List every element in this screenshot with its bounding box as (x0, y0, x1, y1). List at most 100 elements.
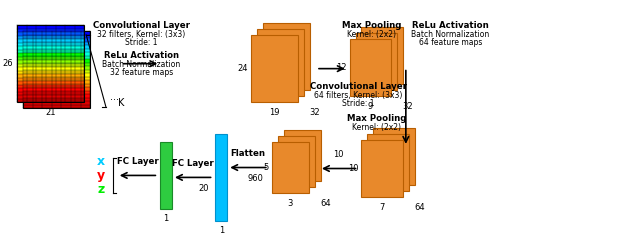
Bar (23, 31, 90, 34)
Text: Stride: 1: Stride: 1 (342, 99, 375, 108)
Bar (17, 64, 84, 67)
Bar (272, 142, 309, 193)
Bar (23, 66, 90, 70)
Text: 1: 1 (164, 214, 169, 223)
Bar (17, 57, 84, 60)
Bar (257, 29, 304, 96)
Bar (251, 35, 298, 102)
Bar (349, 39, 391, 96)
Bar (17, 46, 84, 50)
Bar (23, 84, 90, 87)
Text: K: K (118, 98, 124, 108)
Text: ReLu Activation: ReLu Activation (412, 21, 488, 30)
Bar (23, 91, 90, 94)
Bar (356, 33, 397, 90)
Bar (23, 70, 90, 73)
Text: z: z (97, 183, 105, 196)
Bar (23, 56, 90, 59)
Text: 32: 32 (310, 108, 321, 117)
Bar (17, 36, 84, 39)
Text: 1: 1 (219, 226, 224, 235)
Bar (362, 140, 403, 197)
Bar (23, 77, 90, 80)
Text: ...: ... (110, 92, 119, 102)
Text: 26: 26 (3, 59, 13, 68)
Bar (17, 74, 84, 78)
Bar (216, 134, 227, 221)
Text: 7: 7 (380, 203, 385, 212)
Bar (17, 88, 84, 92)
Bar (23, 73, 90, 77)
Bar (17, 85, 84, 88)
Bar (23, 80, 90, 84)
Text: 3: 3 (288, 199, 293, 208)
Bar (17, 25, 84, 29)
Bar (160, 142, 172, 209)
Bar (23, 98, 90, 101)
Text: Batch Normalization: Batch Normalization (411, 30, 490, 39)
Text: 64 filters, Kernel: (3x3): 64 filters, Kernel: (3x3) (314, 92, 403, 100)
Text: 24: 24 (237, 64, 248, 73)
Text: Kernel: (2x2): Kernel: (2x2) (347, 30, 396, 39)
Text: FC Layer: FC Layer (116, 156, 159, 166)
Bar (373, 128, 415, 185)
Bar (17, 95, 84, 99)
Text: 64 feature maps: 64 feature maps (419, 38, 482, 47)
Bar (17, 99, 84, 102)
Text: 64: 64 (414, 203, 425, 212)
Bar (23, 52, 90, 56)
Bar (23, 87, 90, 91)
Text: 32 feature maps: 32 feature maps (110, 68, 173, 77)
Text: 32 filters, Kernel: (3x3): 32 filters, Kernel: (3x3) (97, 30, 186, 39)
Bar (284, 130, 321, 181)
Bar (17, 43, 84, 46)
Bar (23, 94, 90, 98)
Bar (278, 136, 315, 187)
Text: 10: 10 (348, 164, 358, 173)
Bar (23, 62, 90, 66)
Text: Batch Normalization: Batch Normalization (102, 60, 180, 69)
Bar (17, 29, 84, 32)
Text: Kernel: (2x2): Kernel: (2x2) (352, 123, 401, 132)
Bar (23, 34, 90, 38)
Bar (362, 27, 403, 84)
Bar (23, 42, 90, 45)
Text: Flatten: Flatten (230, 149, 266, 158)
Bar (17, 81, 84, 85)
Bar (23, 101, 90, 105)
Text: 12: 12 (336, 63, 347, 72)
Bar (17, 50, 84, 53)
Text: 21: 21 (45, 108, 56, 117)
Text: Convolutional Layer: Convolutional Layer (310, 82, 407, 92)
Text: 64: 64 (321, 199, 332, 208)
Text: x: x (97, 155, 105, 168)
Text: 10: 10 (333, 150, 344, 158)
Text: 32: 32 (403, 102, 413, 111)
Bar (23, 45, 90, 48)
Bar (17, 60, 84, 64)
Bar (17, 67, 84, 71)
Text: Stride: 1: Stride: 1 (125, 38, 157, 47)
Bar (17, 32, 84, 36)
Bar (23, 59, 90, 62)
Bar (23, 48, 90, 52)
Bar (17, 53, 84, 57)
Text: 19: 19 (269, 108, 280, 117)
Bar (17, 92, 84, 95)
Bar (17, 39, 84, 43)
Text: FC Layer: FC Layer (172, 158, 214, 168)
Text: 960: 960 (248, 174, 264, 184)
Text: y: y (97, 169, 105, 182)
Bar (23, 31, 90, 108)
Bar (367, 134, 409, 191)
Text: ReLu Activation: ReLu Activation (104, 51, 179, 60)
Bar (23, 105, 90, 108)
Text: Convolutional Layer: Convolutional Layer (93, 21, 190, 30)
Bar (263, 23, 310, 90)
Text: 5: 5 (264, 163, 269, 172)
Bar (17, 25, 84, 102)
Bar (17, 78, 84, 81)
Text: Max Pooling: Max Pooling (342, 21, 401, 30)
Text: 20: 20 (198, 184, 209, 193)
Bar (23, 38, 90, 42)
